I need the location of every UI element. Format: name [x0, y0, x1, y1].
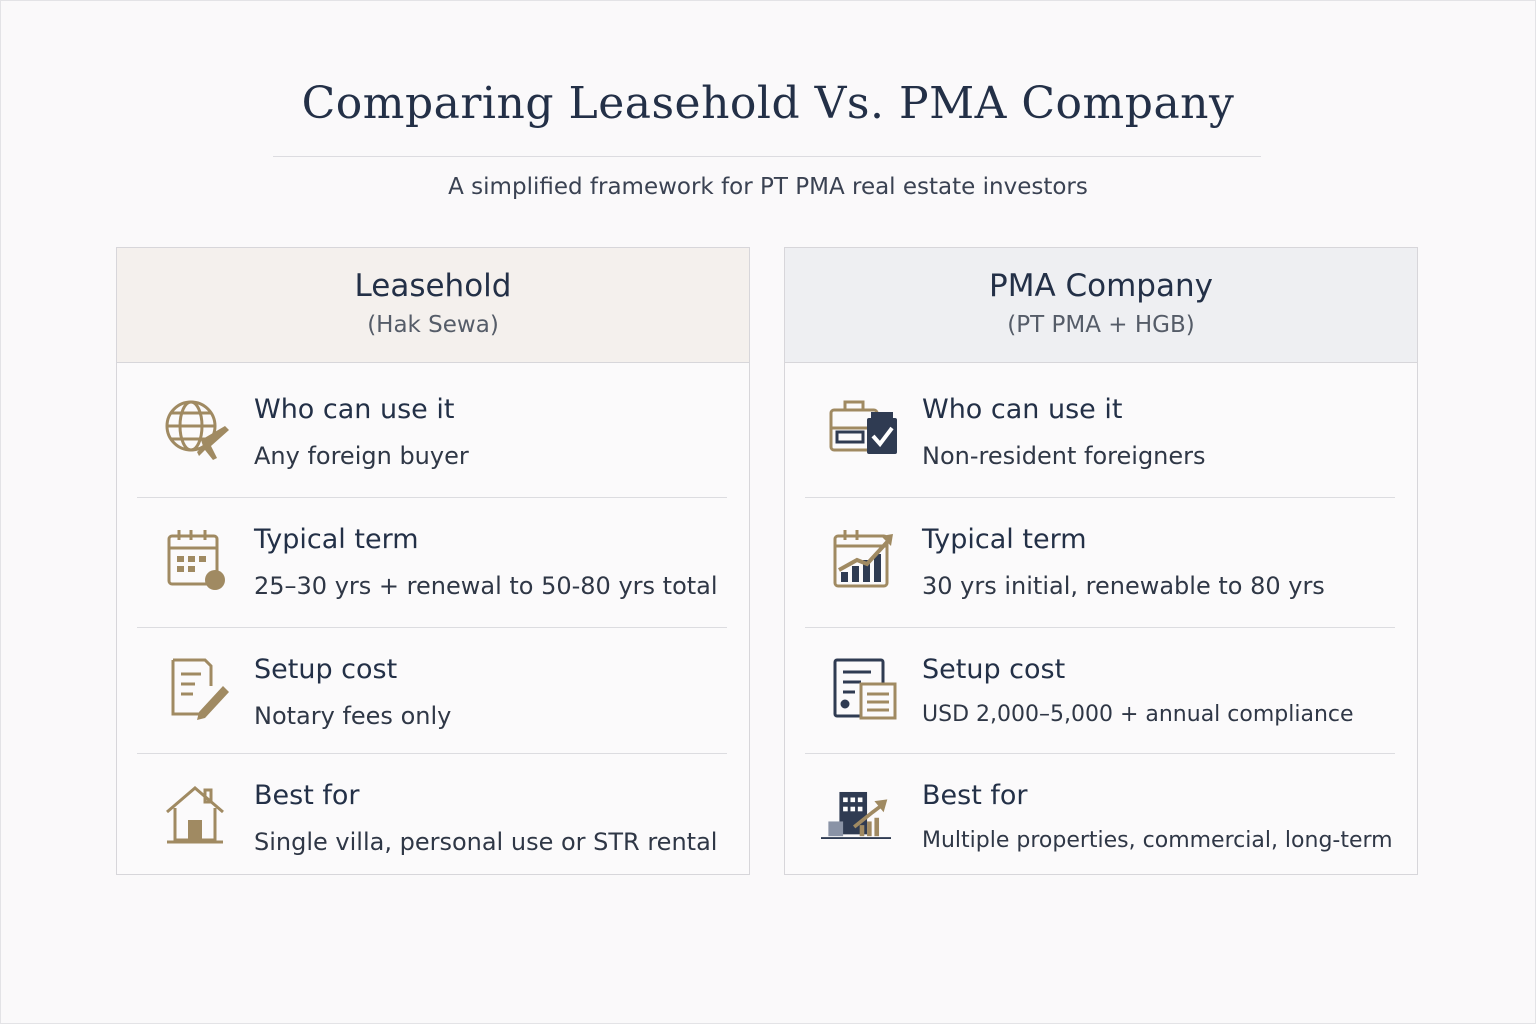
row-divider	[805, 627, 1395, 628]
leasehold-who-value: Any foreign buyer	[254, 442, 469, 470]
house-icon	[166, 786, 224, 844]
row-divider	[137, 753, 727, 754]
leasehold-row-who: Who can use it Any foreign buyer	[137, 368, 727, 498]
leasehold-card-title: Leasehold	[354, 268, 512, 304]
pma-company-card: PMA Company (PT PMA + HGB) Who can use i…	[784, 247, 1418, 875]
pma-best-label: Best for	[922, 780, 1028, 811]
leasehold-cost-value: Notary fees only	[254, 702, 452, 730]
pma-cost-value: USD 2,000–5,000 + annual compliance	[922, 702, 1354, 727]
pma-cost-label: Setup cost	[922, 654, 1066, 685]
pma-card-subtitle: (PT PMA + HGB)	[1007, 312, 1195, 338]
pma-row-who: Who can use it Non-resident foreigners	[805, 368, 1395, 498]
pma-row-best: Best for Multiple properties, commercial…	[805, 754, 1395, 874]
leasehold-who-label: Who can use it	[254, 394, 455, 425]
row-divider	[137, 497, 727, 498]
calendar-icon	[167, 530, 225, 590]
leasehold-row-cost: Setup cost Notary fees only	[137, 628, 727, 754]
leasehold-card: Leasehold (Hak Sewa) Who can use it Any …	[116, 247, 750, 875]
leasehold-best-value: Single villa, personal use or STR rental	[254, 828, 718, 856]
documents-icon	[833, 658, 897, 720]
leasehold-row-term: Typical term 25–30 yrs + renewal to 50-8…	[137, 498, 727, 628]
document-pen-icon	[171, 658, 229, 720]
leasehold-term-value: 25–30 yrs + renewal to 50-80 yrs total	[254, 572, 718, 600]
leasehold-card-header: Leasehold (Hak Sewa)	[117, 248, 749, 363]
leasehold-card-subtitle: (Hak Sewa)	[367, 312, 499, 338]
row-divider	[137, 627, 727, 628]
page-subtitle: A simplified framework for PT PMA real e…	[448, 174, 1088, 200]
briefcase-check-icon	[829, 400, 897, 454]
pma-term-label: Typical term	[922, 524, 1087, 555]
row-divider	[805, 753, 1395, 754]
pma-card-header: PMA Company (PT PMA + HGB)	[785, 248, 1417, 363]
row-divider	[805, 497, 1395, 498]
globe-plane-icon	[165, 400, 229, 460]
pma-row-cost: Setup cost USD 2,000–5,000 + annual comp…	[805, 628, 1395, 754]
leasehold-best-label: Best for	[254, 780, 360, 811]
calendar-growth-chart-icon	[833, 530, 893, 588]
leasehold-cost-label: Setup cost	[254, 654, 398, 685]
pma-who-value: Non-resident foreigners	[922, 442, 1206, 470]
leasehold-term-label: Typical term	[254, 524, 419, 555]
page-title: Comparing Leasehold Vs. PMA Company	[301, 78, 1235, 129]
buildings-growth-icon	[821, 791, 891, 839]
pma-best-value: Multiple properties, commercial, long-te…	[922, 828, 1393, 853]
leasehold-row-best: Best for Single villa, personal use or S…	[137, 754, 727, 874]
pma-card-title: PMA Company	[989, 268, 1213, 304]
title-divider	[273, 156, 1261, 157]
pma-term-value: 30 yrs initial, renewable to 80 yrs	[922, 572, 1325, 600]
pma-who-label: Who can use it	[922, 394, 1123, 425]
pma-row-term: Typical term 30 yrs initial, renewable t…	[805, 498, 1395, 628]
